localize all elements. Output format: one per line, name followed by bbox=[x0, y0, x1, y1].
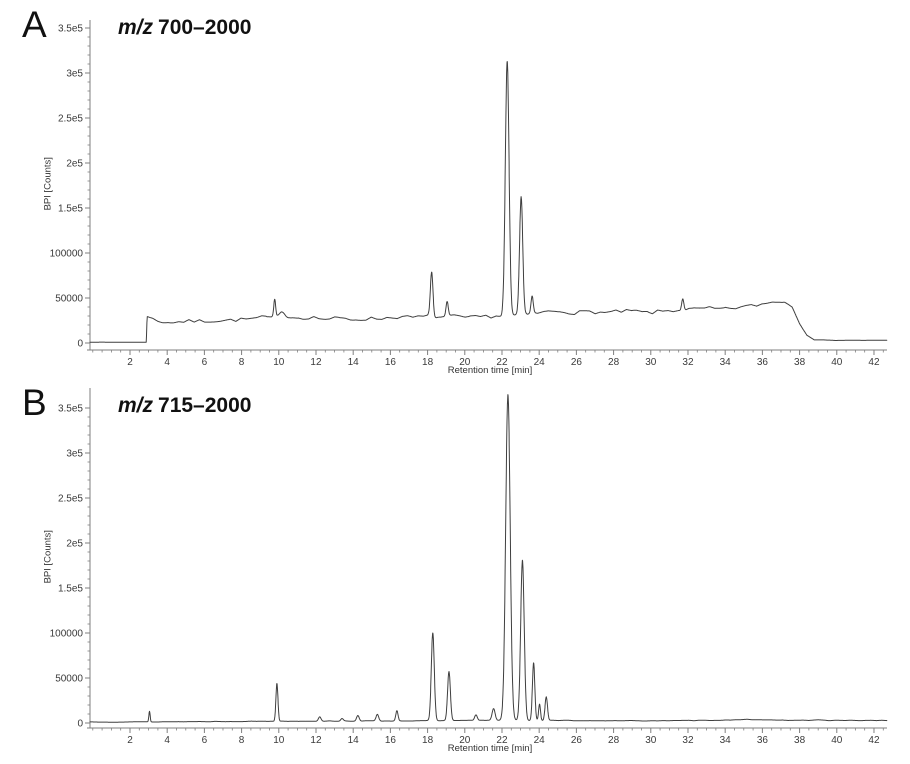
x-tick-label: 12 bbox=[310, 357, 322, 368]
x-tick-label: 20 bbox=[459, 357, 471, 368]
y-tick-label: 2.5e5 bbox=[58, 494, 83, 505]
panel-b-title: m/z 715–2000 bbox=[118, 394, 251, 417]
x-tick-label: 4 bbox=[164, 357, 170, 368]
panel-b-chart: 2 4 6 8 10 12 14 16 18 20 22 24 26 28 30 32 34 36 38 40 4205… bbox=[50, 388, 888, 746]
chromatogram-trace-a bbox=[89, 61, 888, 343]
x-tick-label: 10 bbox=[273, 357, 285, 368]
y-tick-label: 50000 bbox=[55, 294, 83, 305]
x-tick-label: 22 bbox=[496, 357, 508, 368]
x-tick-label: 34 bbox=[720, 735, 732, 746]
x-tick-label: 24 bbox=[534, 357, 546, 368]
x-tick-label: 6 bbox=[202, 735, 208, 746]
panel-b-title-range: 715–2000 bbox=[158, 394, 252, 417]
x-tick-label: 8 bbox=[239, 357, 245, 368]
x-tick-label: 32 bbox=[682, 735, 694, 746]
y-tick-label: 0 bbox=[77, 719, 83, 730]
y-tick-label: 3.5e5 bbox=[58, 404, 83, 415]
x-tick-label: 32 bbox=[682, 357, 694, 368]
panel-a-chart: 2 4 6 8 10 12 14 16 18 20 22 24 26 28 30 32 34 36 38 40 4205… bbox=[50, 20, 888, 368]
panel-b-x-axis-title: Retention time [min] bbox=[447, 743, 533, 754]
x-tick-label: 2 bbox=[127, 735, 133, 746]
x-tick-label: 30 bbox=[645, 735, 657, 746]
x-tick-label: 18 bbox=[422, 735, 434, 746]
x-tick-label: 16 bbox=[385, 357, 397, 368]
x-tick-label: 10 bbox=[273, 735, 285, 746]
x-tick-label: 4 bbox=[164, 735, 170, 746]
x-tick-label: 38 bbox=[794, 357, 806, 368]
x-tick-label: 26 bbox=[571, 735, 583, 746]
y-tick-label: 3e5 bbox=[66, 69, 83, 80]
x-tick-label: 18 bbox=[422, 357, 434, 368]
x-tick-label: 40 bbox=[831, 357, 843, 368]
x-tick-label: 28 bbox=[608, 735, 620, 746]
x-tick-label: 34 bbox=[720, 357, 732, 368]
x-tick-label: 22 bbox=[496, 735, 508, 746]
x-tick-label: 6 bbox=[202, 357, 208, 368]
x-tick-label: 30 bbox=[645, 357, 657, 368]
x-tick-label: 26 bbox=[571, 357, 583, 368]
x-tick-label: 8 bbox=[239, 735, 245, 746]
panel-a-x-axis-title: Retention time [min] bbox=[447, 365, 533, 376]
panel-b-y-axis-title: BPI [Counts] bbox=[42, 530, 54, 584]
x-tick-label: 14 bbox=[348, 735, 360, 746]
x-tick-label: 2 bbox=[127, 357, 133, 368]
x-tick-label: 36 bbox=[757, 357, 769, 368]
y-tick-label: 1.5e5 bbox=[58, 204, 83, 215]
panel-a-y-axis-title: BPI [Counts] bbox=[42, 157, 54, 211]
chromatogram-trace-b bbox=[89, 394, 888, 723]
x-tick-label: 24 bbox=[534, 735, 546, 746]
y-tick-label: 3e5 bbox=[66, 449, 83, 460]
panel-a-title-mz: m/z bbox=[118, 16, 154, 39]
y-tick-label: 3.5e5 bbox=[58, 24, 83, 35]
y-tick-label: 100000 bbox=[50, 629, 84, 640]
y-tick-label: 100000 bbox=[50, 249, 84, 260]
x-tick-label: 12 bbox=[310, 735, 322, 746]
x-tick-label: 36 bbox=[757, 735, 769, 746]
x-tick-label: 42 bbox=[868, 735, 880, 746]
panel-b-title-mz: m/z bbox=[118, 394, 154, 417]
x-tick-label: 16 bbox=[385, 735, 397, 746]
panel-a-label: A bbox=[22, 4, 47, 45]
y-tick-label: 1.5e5 bbox=[58, 584, 83, 595]
y-tick-label: 2e5 bbox=[66, 159, 83, 170]
x-tick-label: 40 bbox=[831, 735, 843, 746]
panel-a-title-range: 700–2000 bbox=[158, 16, 252, 39]
y-tick-label: 0 bbox=[77, 339, 83, 350]
x-tick-label: 38 bbox=[794, 735, 806, 746]
y-tick-label: 2e5 bbox=[66, 539, 83, 550]
panel-b-label: B bbox=[22, 382, 47, 423]
y-tick-label: 50000 bbox=[55, 674, 83, 685]
x-tick-label: 28 bbox=[608, 357, 620, 368]
x-tick-label: 20 bbox=[459, 735, 471, 746]
panel-a-title: m/z 700–2000 bbox=[118, 16, 251, 39]
y-tick-label: 2.5e5 bbox=[58, 114, 83, 125]
x-tick-label: 14 bbox=[348, 357, 360, 368]
x-tick-label: 42 bbox=[868, 357, 880, 368]
